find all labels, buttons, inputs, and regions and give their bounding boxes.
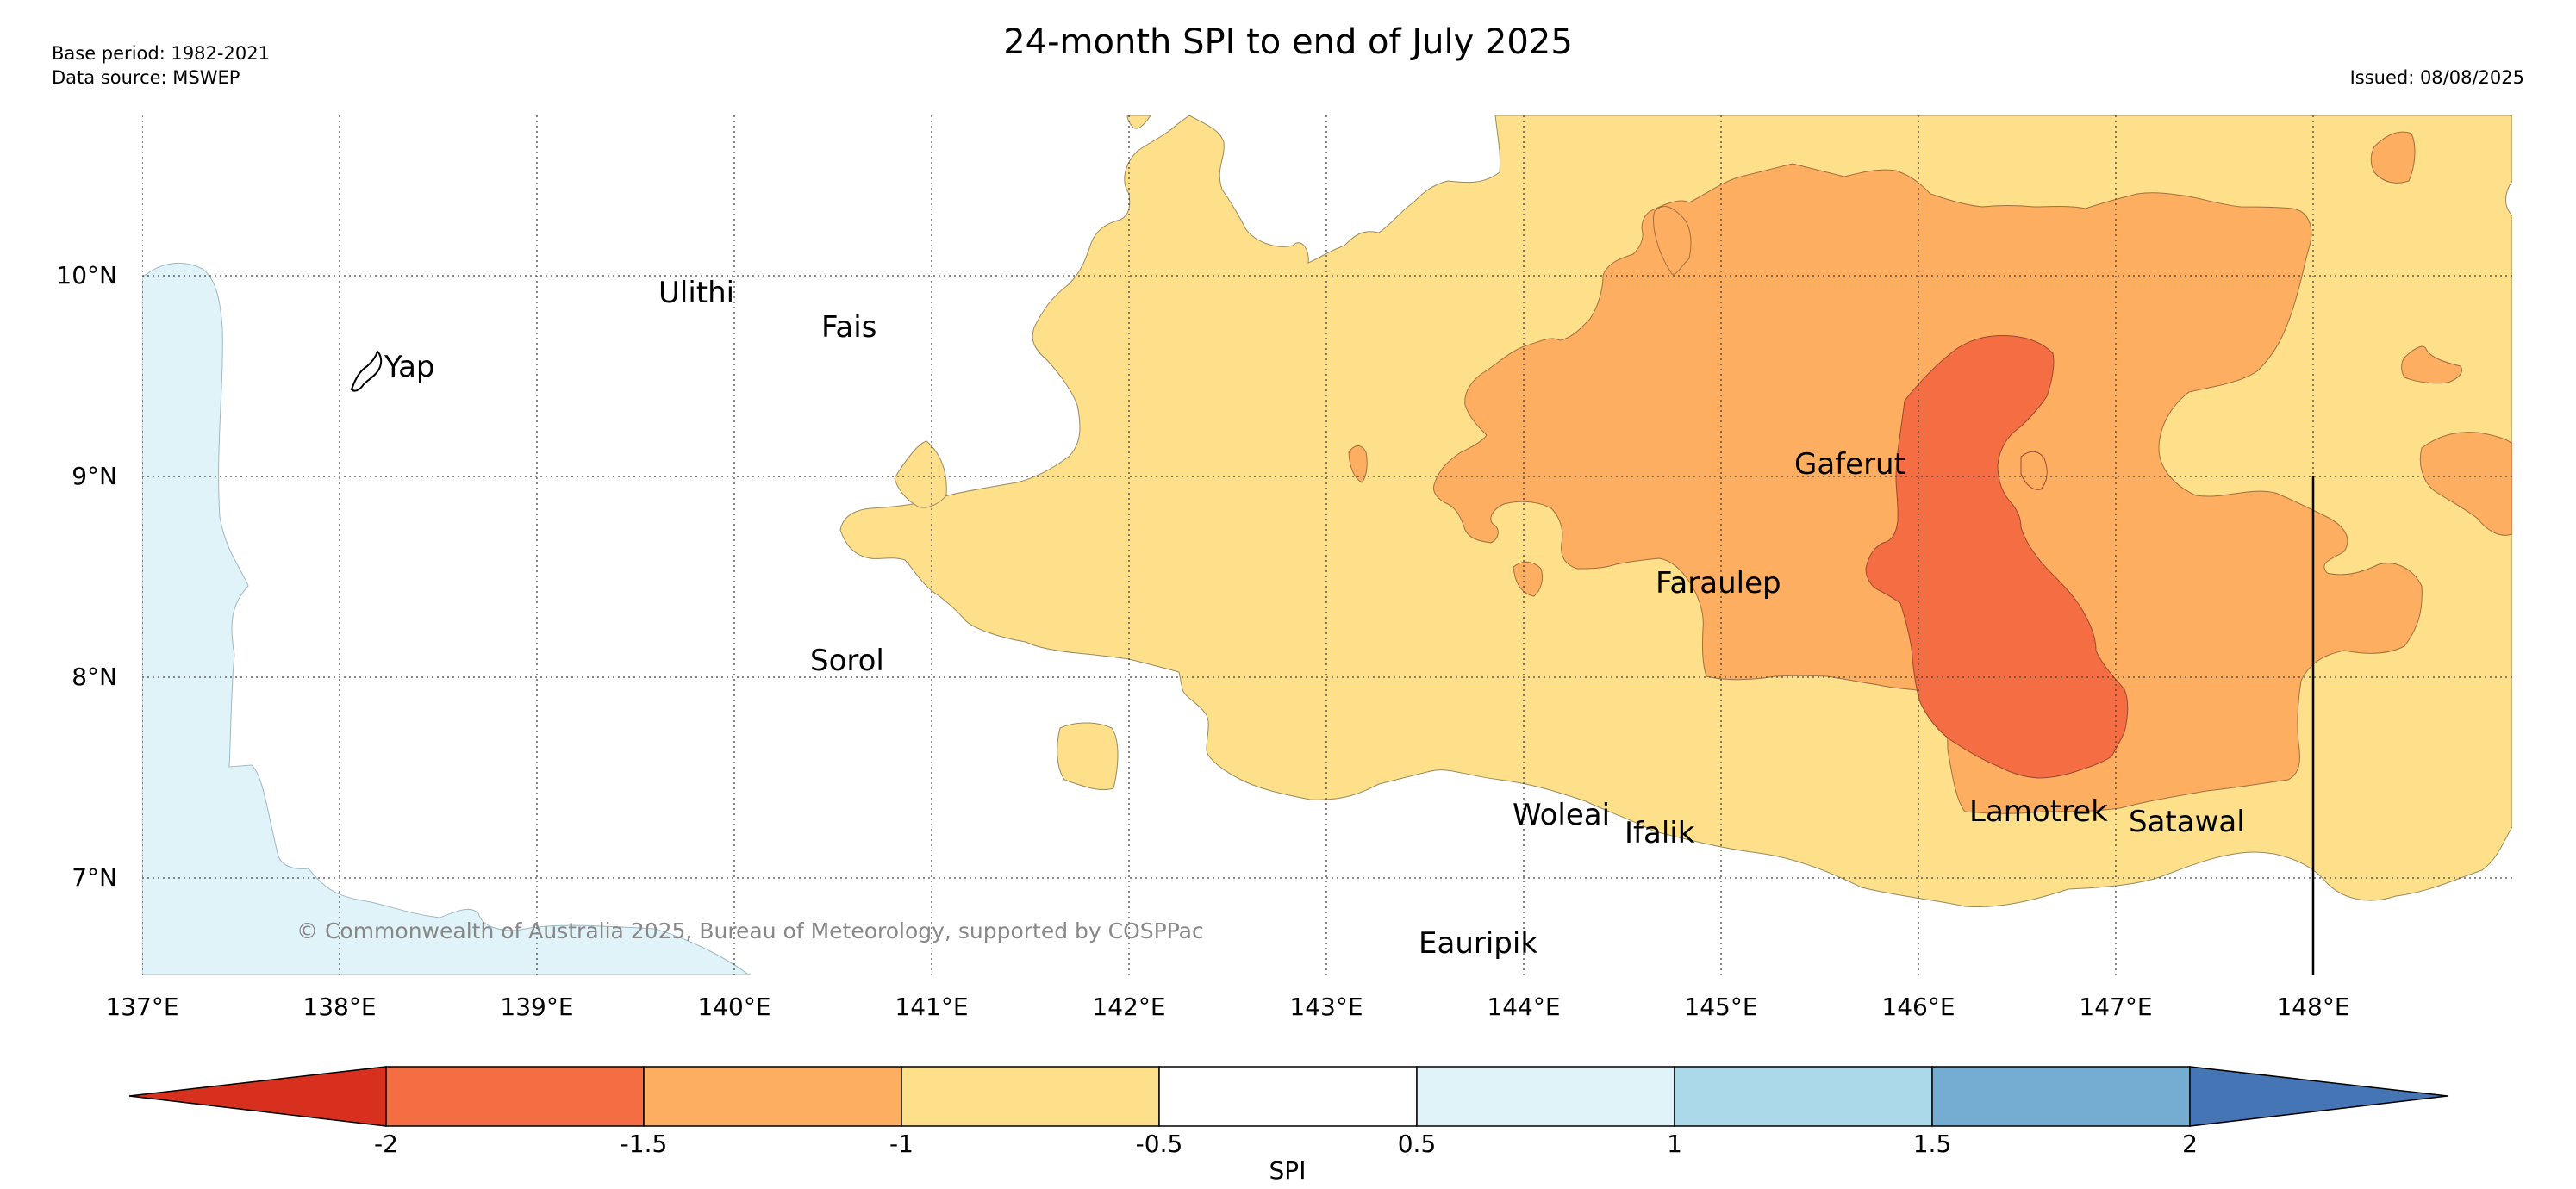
colorbar-tick: 1 bbox=[1667, 1130, 1682, 1158]
place-label-gaferut: Gaferut bbox=[1794, 447, 1905, 482]
spi-patch-minus05 bbox=[1126, 115, 1151, 129]
place-label-faraulep: Faraulep bbox=[1656, 566, 1781, 601]
place-label-satawal: Satawal bbox=[2129, 805, 2245, 839]
place-label-lamotrek: Lamotrek bbox=[1969, 794, 2108, 829]
lon-label: 140°E bbox=[697, 993, 771, 1021]
spi-patch-minus1 bbox=[2401, 345, 2462, 384]
lon-label: 143°E bbox=[1289, 993, 1363, 1021]
colorbar-tick: -2 bbox=[374, 1130, 398, 1158]
place-label-ifalik: Ifalik bbox=[1625, 816, 1695, 850]
lat-label: 7°N bbox=[72, 863, 117, 892]
yap-island-outline bbox=[350, 350, 383, 392]
lat-label: 8°N bbox=[72, 663, 117, 691]
lat-label: 9°N bbox=[72, 462, 117, 490]
colorbar-segment-minus2-to-minus15 bbox=[385, 1066, 645, 1127]
spi-patch-minus1 bbox=[1348, 445, 1368, 483]
colorbar-tick: -1 bbox=[889, 1130, 914, 1158]
lat-label: 10°N bbox=[56, 261, 117, 289]
map-metadata: Base period: 1982-2021 Data source: MSWE… bbox=[52, 41, 270, 90]
colorbar-label: SPI bbox=[1269, 1156, 1307, 1185]
lon-label: 147°E bbox=[2079, 993, 2153, 1021]
spi-patch-minus05 bbox=[894, 440, 947, 508]
place-label-eauripik: Eauripik bbox=[1419, 926, 1538, 961]
lon-label: 144°E bbox=[1487, 993, 1561, 1021]
lon-label: 148°E bbox=[2276, 993, 2350, 1021]
lon-label: 137°E bbox=[105, 993, 179, 1021]
map-title: 24-month SPI to end of July 2025 bbox=[1003, 22, 1573, 62]
base-period: Base period: 1982-2021 bbox=[52, 43, 270, 64]
lon-label: 145°E bbox=[1684, 993, 1758, 1021]
colorbar-tick: 1.5 bbox=[1912, 1130, 1952, 1158]
colorbar-segment-05-to-1 bbox=[1416, 1066, 1675, 1127]
place-label-ulithi: Ulithi bbox=[658, 276, 735, 310]
lon-label: 142°E bbox=[1092, 993, 1166, 1021]
colorbar-tick: 2 bbox=[2182, 1130, 2198, 1158]
colorbar-tick: 0.5 bbox=[1397, 1130, 1437, 1158]
colorbar-segment-15-to-2 bbox=[1931, 1066, 2191, 1127]
place-label-sorol: Sorol bbox=[810, 644, 884, 678]
lon-label: 139°E bbox=[500, 993, 574, 1021]
colorbar-tick: -0.5 bbox=[1135, 1130, 1183, 1158]
colorbar-segment-below-minus2 bbox=[128, 1066, 387, 1127]
lon-label: 146°E bbox=[1881, 993, 1955, 1021]
lon-label: 138°E bbox=[303, 993, 377, 1021]
spi-patch-minus1 bbox=[1513, 561, 1544, 597]
data-source: Data source: MSWEP bbox=[52, 67, 240, 88]
colorbar-segment-minus1-to-minus05 bbox=[901, 1066, 1160, 1127]
spi-patch-minus1 bbox=[2419, 432, 2512, 536]
colorbar-segment-minus15-to-minus1 bbox=[643, 1066, 902, 1127]
lon-label: 141°E bbox=[895, 993, 969, 1021]
copyright-notice: © Commonwealth of Australia 2025, Bureau… bbox=[296, 918, 1204, 943]
place-label-woleai: Woleai bbox=[1513, 798, 1611, 832]
colorbar-segment-1-to-15 bbox=[1674, 1066, 1933, 1127]
spi-region-minus15 bbox=[1865, 335, 2129, 779]
colorbar-segment-minus05-to-05 bbox=[1158, 1066, 1418, 1127]
place-label-fais: Fais bbox=[821, 310, 877, 345]
colorbar-segment-above-2 bbox=[2189, 1066, 2448, 1127]
spi-patch-minus05 bbox=[1057, 722, 1119, 791]
spi-hole-minus1 bbox=[2020, 451, 2048, 490]
spi-patch-minus1 bbox=[2370, 131, 2416, 184]
spi-region-wet bbox=[142, 262, 751, 975]
colorbar-tick: -1.5 bbox=[620, 1130, 668, 1158]
colorbar bbox=[128, 1066, 2448, 1127]
place-label-yap: Yap bbox=[384, 350, 435, 384]
issued-date: Issued: 08/08/2025 bbox=[2349, 67, 2524, 88]
